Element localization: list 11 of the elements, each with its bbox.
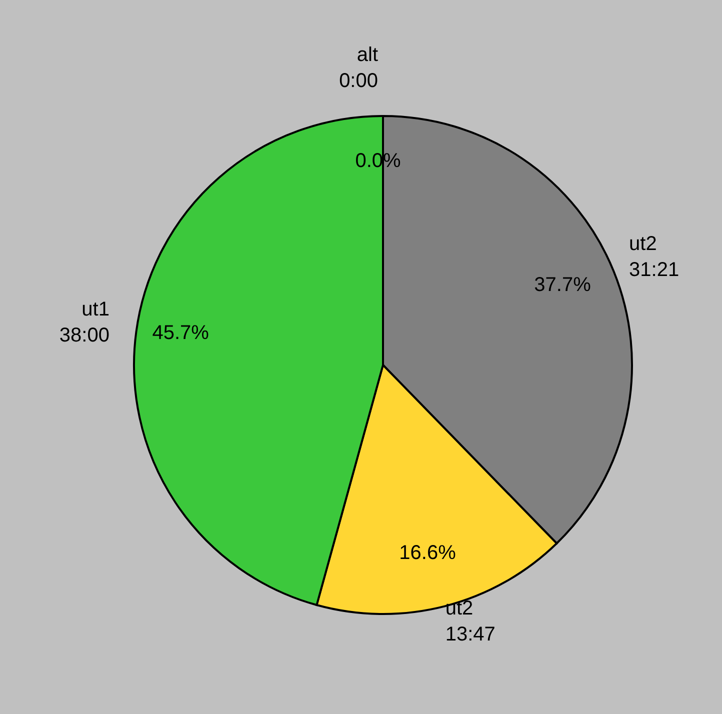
category-label: alt xyxy=(356,44,378,66)
text: 45.7% xyxy=(152,322,210,344)
data-label: 13:47 xyxy=(445,623,496,646)
data-label: 38:00 xyxy=(59,324,110,347)
slice-label: ut1 xyxy=(82,298,110,321)
slice-label: ut2 xyxy=(629,232,657,255)
text: 37.7% xyxy=(534,274,592,296)
text: 0:00 xyxy=(339,70,378,92)
data-label: 31:21 xyxy=(629,258,680,281)
slice-label: ut2 xyxy=(445,597,474,620)
text: 16.6% xyxy=(399,542,456,564)
